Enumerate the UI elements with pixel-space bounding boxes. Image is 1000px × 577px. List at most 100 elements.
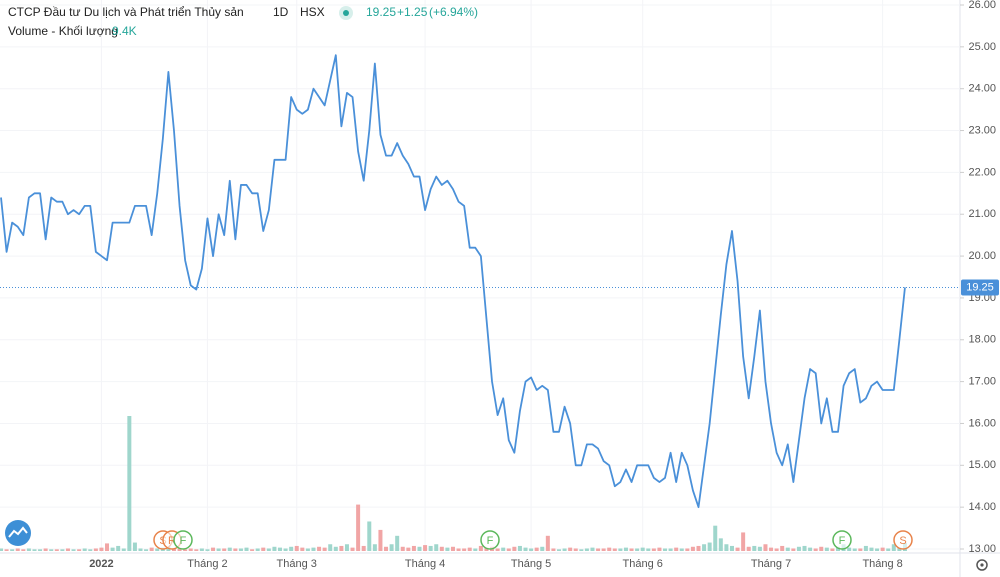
volume-bar xyxy=(467,547,472,551)
volume-bar xyxy=(384,546,389,551)
volume-bar xyxy=(757,546,762,551)
volume-bar xyxy=(506,548,511,551)
volume-bar xyxy=(105,543,110,551)
volume-bar xyxy=(540,546,545,551)
volume-bar xyxy=(830,548,835,551)
grid xyxy=(0,0,964,553)
volume-bar xyxy=(450,546,455,551)
event-marker[interactable] xyxy=(480,530,500,550)
volume-bar xyxy=(317,546,322,551)
chart-title: CTCP Đầu tư Du lịch và Phát triển Thủy s… xyxy=(8,5,244,19)
volume-bar xyxy=(612,548,617,551)
volume-bar xyxy=(590,547,595,551)
volume-bar xyxy=(250,549,255,551)
volume-bar xyxy=(127,416,132,551)
volume-bar xyxy=(389,544,394,551)
volume-bar xyxy=(439,546,444,551)
volume-bar xyxy=(266,548,271,551)
y-tick-label: 17.00 xyxy=(968,376,996,388)
volume-bar xyxy=(278,547,282,551)
y-tick-label: 13.00 xyxy=(968,543,996,555)
price-change-percent: (+6.94%) xyxy=(429,5,478,19)
event-label: R xyxy=(168,535,176,547)
volume-bar xyxy=(685,548,690,551)
volume-bar xyxy=(456,548,461,551)
volume-bar xyxy=(60,549,65,551)
volume-layer xyxy=(0,416,907,551)
volume-bar xyxy=(852,548,857,551)
volume-bar xyxy=(350,547,355,551)
volume-title: Volume - Khối lượng xyxy=(8,24,118,38)
volume-bar xyxy=(808,547,813,551)
event-marker[interactable] xyxy=(832,530,852,550)
volume-bar xyxy=(356,504,361,551)
volume-bar xyxy=(752,545,757,551)
volume-bar xyxy=(26,548,31,551)
volume-bar xyxy=(635,548,640,551)
x-tick-label: Tháng 7 xyxy=(751,558,791,570)
event-label: F xyxy=(180,535,187,547)
volume-bar xyxy=(512,546,517,551)
y-tick-label: 22.00 xyxy=(968,166,996,178)
volume-bar xyxy=(702,544,707,551)
y-tick-label: 16.00 xyxy=(968,417,996,429)
volume-bar xyxy=(311,547,316,551)
volume-last: 9.4K xyxy=(112,24,137,38)
volume-bar xyxy=(54,549,59,551)
y-tick-label: 21.00 xyxy=(968,208,996,220)
volume-bar xyxy=(82,548,87,551)
event-marker[interactable] xyxy=(893,530,913,550)
volume-bar xyxy=(155,548,160,551)
volume-bar xyxy=(171,548,176,551)
volume-bar xyxy=(596,548,601,551)
x-tick-label: Tháng 5 xyxy=(511,558,551,570)
volume-bar xyxy=(333,546,338,551)
x-tick-label: Tháng 8 xyxy=(862,558,902,570)
settings-icon[interactable] xyxy=(976,559,988,571)
volume-bar xyxy=(272,546,277,551)
volume-bar xyxy=(562,548,567,551)
volume-bar xyxy=(690,546,695,551)
volume-bar xyxy=(718,538,723,551)
event-marker[interactable] xyxy=(173,530,193,550)
gear[interactable] xyxy=(976,559,988,571)
volume-bar xyxy=(361,545,366,551)
volume-bar xyxy=(344,544,349,551)
volume-bar xyxy=(796,546,801,551)
volume-bar xyxy=(813,548,818,551)
volume-bar xyxy=(623,547,628,551)
volume-bar xyxy=(99,547,104,551)
volume-bar xyxy=(367,521,372,551)
volume-bar xyxy=(886,548,891,551)
volume-bar xyxy=(473,548,478,551)
volume-bar xyxy=(199,548,204,551)
volume-bar xyxy=(724,544,729,551)
volume-bar xyxy=(618,548,623,551)
volume-bar xyxy=(238,548,243,551)
volume-bar xyxy=(802,545,807,551)
y-tick-label: 25.00 xyxy=(968,41,996,53)
volume-bar xyxy=(629,548,634,551)
logo[interactable] xyxy=(5,520,31,546)
volume-bar xyxy=(255,548,260,551)
volume-bar xyxy=(657,547,662,551)
volume-bar xyxy=(283,548,288,551)
volume-bar xyxy=(32,549,37,551)
volume-bar xyxy=(65,548,70,551)
volume-bar xyxy=(328,544,333,551)
volume-bar xyxy=(668,548,673,551)
x-tick-label: Tháng 2 xyxy=(187,558,227,570)
volume-bar xyxy=(38,549,43,551)
volume-bar xyxy=(339,545,344,551)
volume-bar xyxy=(15,548,20,551)
volume-bar xyxy=(573,548,578,551)
volume-bar xyxy=(780,545,785,551)
volume-bar xyxy=(741,532,746,551)
volume-bar xyxy=(395,535,400,551)
volume-bar xyxy=(517,545,522,551)
volume-bar xyxy=(729,545,734,551)
event-label: S xyxy=(899,535,906,547)
volume-bar xyxy=(478,545,483,551)
volume-bar xyxy=(495,548,500,551)
volume-bar xyxy=(305,548,310,551)
